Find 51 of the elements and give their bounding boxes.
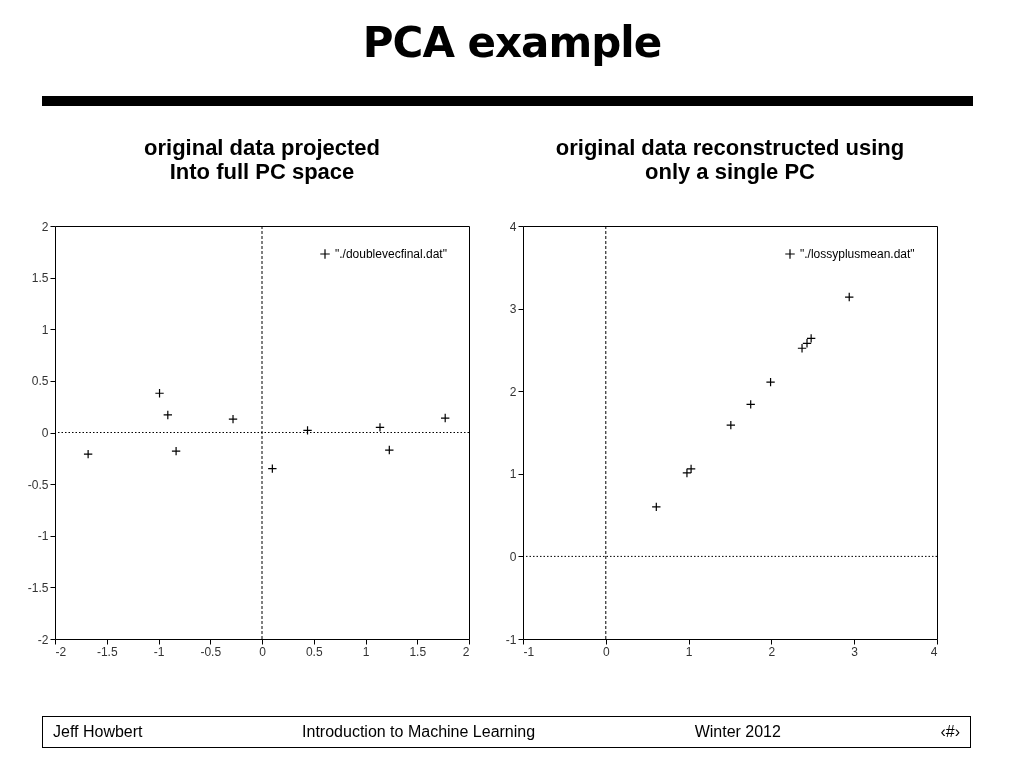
y-tick-label: -1.5 bbox=[27, 580, 49, 595]
y-tick-label: 0 bbox=[509, 549, 517, 564]
x-tick-label: -0.5 bbox=[200, 644, 222, 659]
chart-title: original data projected Into full PC space bbox=[144, 135, 380, 184]
chart-title: original data reconstructed using only a single PC bbox=[555, 135, 905, 184]
x-tick-label: 1.5 bbox=[409, 644, 427, 659]
legend-label: "./doublevecfinal.dat" bbox=[335, 247, 447, 261]
y-tick-label: -2 bbox=[37, 632, 49, 647]
x-tick-label: 1 bbox=[362, 644, 370, 659]
x-tick-label: 2 bbox=[462, 644, 470, 659]
point bbox=[384, 445, 395, 455]
x-tick-label: 0 bbox=[259, 644, 267, 659]
legend-label: "./lossyplusmean.dat" bbox=[800, 247, 915, 261]
y-tick-label: 0 bbox=[41, 426, 49, 440]
x-tick-label: 1 bbox=[685, 644, 693, 659]
y-tick-label: 2 bbox=[509, 384, 517, 399]
point bbox=[686, 464, 696, 474]
x-tick-label: 4 bbox=[930, 644, 938, 659]
y-tick-label: -0.5 bbox=[27, 477, 49, 492]
y-tick-label: 2 bbox=[41, 219, 49, 234]
text: PCA example bbox=[361, 18, 663, 67]
y-tick-label: 1.5 bbox=[31, 271, 49, 286]
point bbox=[228, 414, 238, 424]
point bbox=[440, 413, 450, 423]
point bbox=[806, 333, 816, 344]
footer-box: Jeff Howbert Introduction to Machine Learning Winter 2012 ‹#› bbox=[42, 716, 971, 748]
point bbox=[682, 468, 692, 478]
x-tick-label: -2 bbox=[55, 644, 67, 659]
y-tick-label: 1 bbox=[509, 467, 517, 482]
point bbox=[765, 377, 776, 387]
point bbox=[797, 343, 807, 354]
point bbox=[802, 338, 812, 349]
point bbox=[375, 422, 385, 433]
y-tick-label: 0.5 bbox=[31, 374, 49, 389]
x-tick-label: 0.5 bbox=[305, 644, 323, 659]
x-tick-label: -1.5 bbox=[96, 644, 118, 659]
x-tick-label: 0 bbox=[602, 644, 610, 659]
y-tick-label: -1 bbox=[37, 529, 49, 544]
y-tick-label: 4 bbox=[509, 219, 517, 234]
x-tick-label: 3 bbox=[851, 644, 859, 659]
x-tick-label: 2 bbox=[768, 644, 776, 659]
x-tick-label: -1 bbox=[523, 644, 535, 659]
point bbox=[171, 446, 181, 456]
point bbox=[844, 292, 855, 302]
point bbox=[726, 420, 736, 430]
point bbox=[83, 449, 93, 459]
x-tick-label: -1 bbox=[153, 644, 165, 659]
y-tick-label: -1 bbox=[505, 632, 517, 647]
y-tick-label: 3 bbox=[509, 302, 517, 317]
point bbox=[163, 410, 173, 420]
y-tick-label: 1 bbox=[41, 322, 49, 337]
